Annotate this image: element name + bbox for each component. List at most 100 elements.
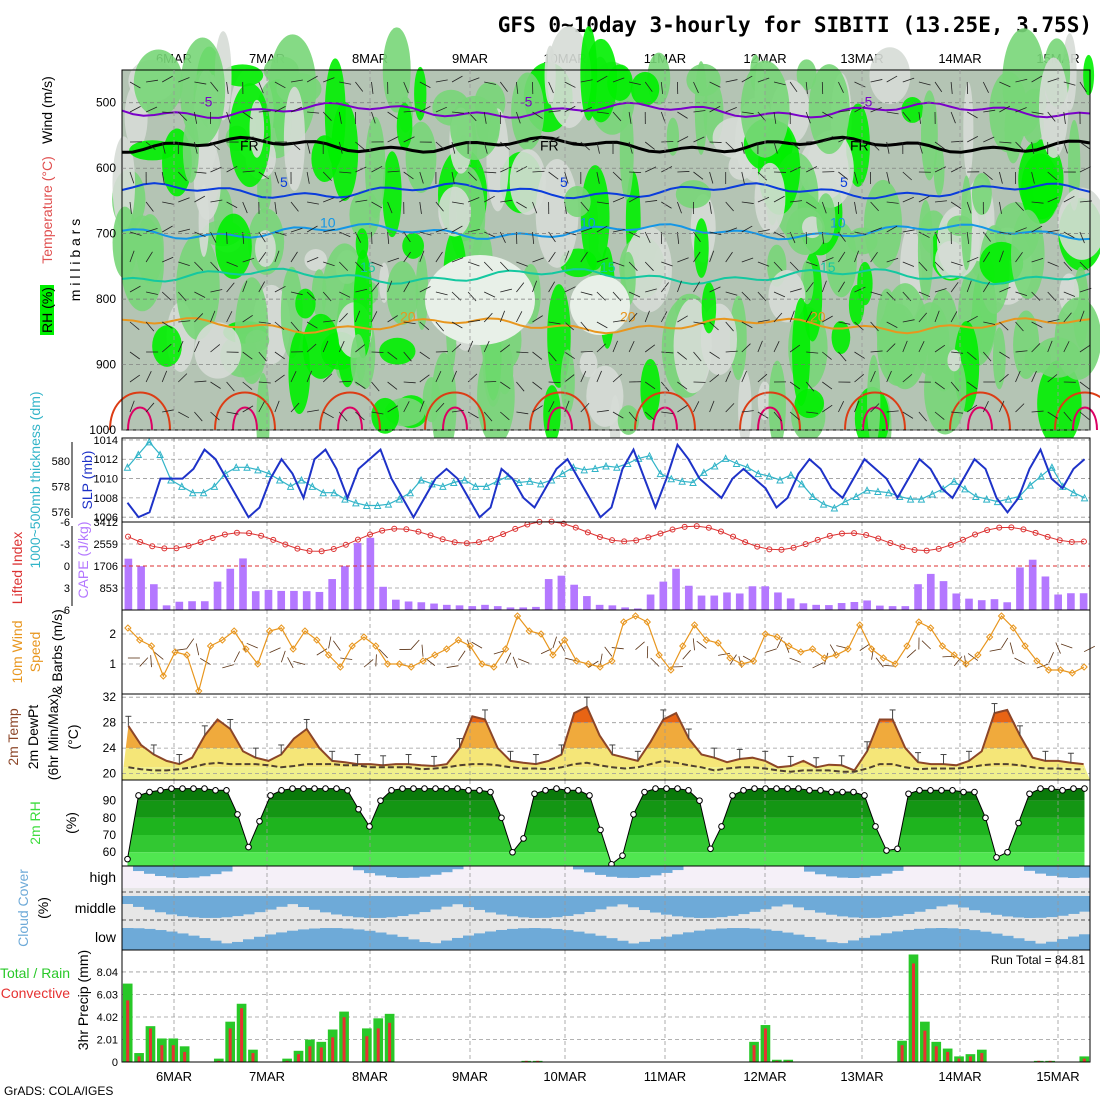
wind10-barb: [953, 656, 963, 666]
wind-barb: [306, 75, 318, 83]
wind-barb: [210, 344, 221, 353]
isotherm-label: 10: [580, 215, 596, 231]
wind10-barb: [883, 664, 896, 667]
thickness-marker: [134, 450, 143, 459]
wind-barb: [822, 404, 833, 413]
rh2m-marker: [399, 785, 406, 792]
rh-region: [304, 248, 328, 271]
pressure-tick-label: 500: [96, 96, 116, 110]
wind-barb: [628, 231, 641, 238]
wind-barb: [499, 310, 506, 323]
wind-barb: [661, 201, 672, 209]
wind10-marker: [997, 612, 1006, 620]
lifted-index-marker: [439, 536, 446, 543]
wind-barb: [178, 77, 190, 83]
rh2m-marker: [377, 797, 384, 804]
wind-barb: [290, 141, 301, 151]
isotherm-30: [547, 406, 573, 431]
cape-bar: [200, 601, 209, 610]
cape-bar: [684, 585, 693, 610]
cape-bar: [570, 584, 578, 610]
wind-barb: [274, 231, 287, 236]
rh2m-marker: [388, 787, 395, 794]
cloud-mid-bar: [738, 896, 750, 915]
wind-barb: [129, 106, 141, 113]
rh-region: [666, 117, 680, 156]
rh2m-marker: [487, 788, 494, 796]
wind-barb: [129, 231, 142, 236]
wind-barb: [854, 231, 867, 235]
wind-barb: [951, 411, 964, 414]
precip-convective-bar: [297, 1054, 301, 1062]
thickness-marker: [319, 488, 328, 497]
wind-barb: [532, 136, 544, 143]
rh-region: [963, 82, 974, 179]
wind-barb: [435, 201, 444, 212]
cloud-low-bar: [573, 931, 585, 950]
lifted-index-marker: [766, 546, 773, 553]
cape-bar: [710, 595, 719, 610]
wind-barb: [628, 291, 641, 298]
thickness-marker: [254, 465, 262, 474]
wind-barb: [644, 411, 655, 421]
wind-barb: [951, 140, 964, 143]
wind-barb: [677, 315, 688, 323]
precip-convective-bar: [763, 1028, 767, 1062]
cloud-mid-bar: [991, 896, 1003, 915]
cloud-high-bar: [573, 866, 585, 870]
wind-barb: [709, 400, 715, 413]
wind-barb: [773, 81, 786, 86]
wind-barb: [145, 106, 158, 113]
date-label-top: 9MAR: [452, 51, 488, 66]
thickness-marker: [395, 494, 404, 503]
wind-barb: [516, 282, 525, 293]
wind-barb: [274, 81, 286, 89]
wind-barb: [371, 282, 380, 293]
wind-barb: [339, 261, 348, 271]
wind10-marker: [903, 642, 911, 650]
cape-bar: [786, 598, 795, 610]
wind-barb: [934, 288, 947, 293]
rh-region: [302, 313, 340, 379]
pressure-tick-label: 600: [96, 161, 116, 175]
precip-convective-bar: [331, 1037, 335, 1062]
precip-convective-bar: [285, 1060, 289, 1062]
wind-barb: [741, 370, 747, 383]
wind-barb: [773, 312, 783, 323]
thickness-marker: [928, 489, 937, 498]
wind-barb: [161, 171, 165, 184]
cloud-low-bar: [958, 928, 970, 950]
wind-barb: [516, 311, 523, 323]
wind10-marker: [797, 648, 805, 656]
wind-barb: [1063, 312, 1072, 323]
wind10-barb: [1001, 637, 1009, 649]
cloud-mid-bar: [870, 896, 882, 918]
cloud-mid-bar: [1046, 896, 1058, 918]
cape-bar: [799, 603, 808, 610]
wind-barb: [162, 256, 174, 263]
cape-bar: [659, 581, 668, 610]
cloud-low-bar: [309, 928, 321, 950]
wind-barb: [564, 81, 576, 88]
lifted-index-marker: [137, 538, 144, 545]
wind-barb: [177, 291, 187, 302]
wind-barb: [725, 350, 738, 353]
wind-barb: [934, 310, 940, 323]
wind10-marker: [844, 645, 852, 653]
wind-barb: [934, 411, 945, 420]
rh-region: [1013, 310, 1040, 379]
wind-barb: [918, 291, 931, 298]
wind-barb: [403, 351, 412, 362]
wind-barb: [451, 141, 456, 154]
cloud-high-bar: [199, 866, 211, 877]
rh-region: [414, 66, 427, 121]
wind-barb: [934, 166, 946, 173]
wind-barb: [886, 343, 896, 353]
wind-barb: [661, 411, 674, 415]
wind-barb: [322, 171, 332, 181]
precip-convective-bar: [126, 1000, 130, 1062]
wind10-barb: [375, 654, 377, 667]
wind-barb: [226, 111, 231, 124]
wind-barb: [709, 321, 719, 331]
precip-convective-bar: [251, 1053, 255, 1062]
